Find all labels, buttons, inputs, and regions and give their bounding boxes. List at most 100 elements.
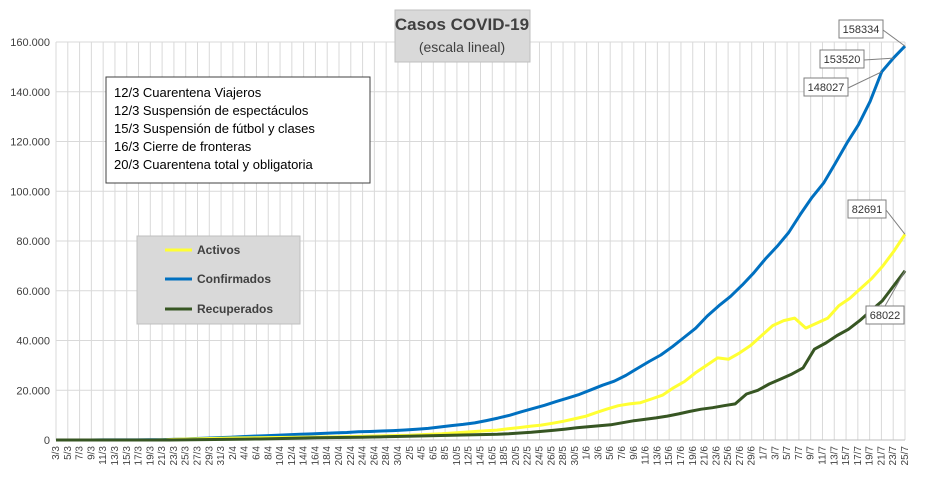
x-tick-label: 23/6 xyxy=(711,446,722,466)
x-tick-label: 6/4 xyxy=(251,446,262,460)
x-tick-label: 30/5 xyxy=(570,446,581,466)
x-tick-label: 18/5 xyxy=(499,446,510,466)
x-tick-label: 23/3 xyxy=(169,446,180,466)
x-tick-label: 9/7 xyxy=(806,446,817,460)
x-tick-label: 14/5 xyxy=(476,446,487,466)
x-tick-label: 21/6 xyxy=(700,446,711,466)
callout-box xyxy=(838,19,884,39)
x-tick-label: 22/5 xyxy=(523,446,534,466)
x-tick-label: 25/6 xyxy=(723,446,734,466)
x-tick-label: 26/4 xyxy=(369,446,380,466)
x-tick-label: 21/7 xyxy=(876,446,887,466)
callout-leader xyxy=(863,57,894,61)
callout-leader xyxy=(885,209,906,235)
y-tick-label: 80.000 xyxy=(16,236,50,248)
x-tick-label: 3/6 xyxy=(593,446,604,460)
x-tick-label: 2/4 xyxy=(228,446,239,460)
callout-box xyxy=(819,49,865,69)
annotation-line-4: 16/3 Cierre de fronteras xyxy=(114,139,252,154)
x-tick-label: 22/4 xyxy=(346,446,357,466)
x-tick-label: 13/6 xyxy=(652,446,663,466)
x-tick-label: 10/5 xyxy=(452,446,463,466)
x-tick-label: 5/6 xyxy=(605,446,616,460)
x-tick-label: 5/3 xyxy=(63,446,74,460)
chart-title: Casos COVID-19 xyxy=(395,15,529,34)
y-tick-label: 0 xyxy=(44,435,50,447)
x-tick-label: 28/5 xyxy=(558,446,569,466)
x-tick-label: 19/6 xyxy=(688,446,699,466)
callout-box xyxy=(803,77,849,97)
legend-label-confirmados: Confirmados xyxy=(197,272,271,286)
callout-label: 158334 xyxy=(843,24,880,36)
chart-title-box: Casos COVID-19 (escala lineal) xyxy=(394,9,531,63)
callout-label: 153520 xyxy=(824,54,861,66)
x-tick-label: 24/5 xyxy=(534,446,545,466)
y-tick-label: 60.000 xyxy=(16,286,50,298)
x-tick-label: 1/7 xyxy=(759,446,770,460)
x-tick-label: 4/5 xyxy=(417,446,428,460)
annotation-line-1: 12/3 Cuarentena Viajeros xyxy=(114,85,262,100)
x-tick-label: 19/7 xyxy=(865,446,876,466)
y-tick-label: 40.000 xyxy=(16,336,50,348)
x-tick-label: 3/3 xyxy=(51,446,62,460)
chart-subtitle: (escala lineal) xyxy=(419,39,505,55)
callout-label: 68022 xyxy=(870,310,901,322)
chart-legend: Activos Confirmados Recuperados xyxy=(136,235,301,325)
legend-label-activos: Activos xyxy=(197,243,241,257)
y-tick-label: 140.000 xyxy=(10,87,50,99)
x-tick-label: 19/3 xyxy=(145,446,156,466)
x-tick-label: 27/6 xyxy=(735,446,746,466)
x-tick-label: 21/3 xyxy=(157,446,168,466)
events-annotation-box: 12/3 Cuarentena Viajeros 12/3 Suspensión… xyxy=(105,76,371,184)
x-tick-label: 4/4 xyxy=(240,446,251,460)
x-tick-label: 15/6 xyxy=(664,446,675,466)
x-tick-label: 29/6 xyxy=(747,446,758,466)
x-tick-label: 9/6 xyxy=(629,446,640,460)
x-tick-label: 16/4 xyxy=(310,446,321,466)
x-tick-label: 2/5 xyxy=(405,446,416,460)
x-tick-label: 17/6 xyxy=(676,446,687,466)
x-tick-label: 6/5 xyxy=(428,446,439,460)
x-tick-label: 8/4 xyxy=(263,446,274,460)
x-tick-label: 20/4 xyxy=(334,446,345,466)
y-tick-label: 120.000 xyxy=(10,137,50,149)
y-tick-label: 100.000 xyxy=(10,186,50,198)
x-tick-label: 14/4 xyxy=(299,446,310,466)
callout-box xyxy=(865,305,905,325)
x-tick-label: 1/6 xyxy=(582,446,593,460)
x-tick-label: 25/3 xyxy=(181,446,192,466)
annotation-line-3: 15/3 Suspensión de fútbol y clases xyxy=(114,121,315,136)
x-tick-label: 29/3 xyxy=(204,446,215,466)
x-tick-label: 26/5 xyxy=(546,446,557,466)
x-tick-label: 15/7 xyxy=(841,446,852,466)
x-tick-label: 28/4 xyxy=(381,446,392,466)
x-tick-label: 27/3 xyxy=(193,446,204,466)
x-tick-label: 18/4 xyxy=(322,446,333,466)
x-tick-label: 5/7 xyxy=(782,446,793,460)
x-tick-label: 9/3 xyxy=(86,446,97,460)
legend-label-recuperados: Recuperados xyxy=(197,302,273,316)
callout-label: 148027 xyxy=(808,82,845,94)
x-tick-label: 11/3 xyxy=(98,446,109,465)
x-tick-label: 13/7 xyxy=(829,446,840,466)
x-tick-label: 3/7 xyxy=(770,446,781,460)
chart-axes: 0 20.000 40.000 60.000 80.000 100.000 120.000 1… xyxy=(10,37,911,465)
x-tick-label: 17/3 xyxy=(134,446,145,466)
callout-box xyxy=(847,199,887,219)
x-tick-label: 30/4 xyxy=(393,446,404,466)
x-tick-label: 7/7 xyxy=(794,446,805,460)
y-tick-label: 160.000 xyxy=(10,37,50,49)
title-box-background xyxy=(394,9,531,63)
x-tick-label: 13/3 xyxy=(110,446,121,466)
callout-leader xyxy=(882,29,906,47)
legend-background xyxy=(136,235,301,325)
x-tick-label: 24/4 xyxy=(358,446,369,466)
x-tick-label: 23/7 xyxy=(888,446,899,466)
callout-label: 82691 xyxy=(852,204,883,216)
x-tick-label: 31/3 xyxy=(216,446,227,466)
x-tick-label: 11/7 xyxy=(817,446,828,465)
x-tick-label: 12/4 xyxy=(287,446,298,466)
annotation-line-2: 12/3 Suspensión de espectáculos xyxy=(114,103,309,118)
x-tick-label: 15/3 xyxy=(122,446,133,466)
